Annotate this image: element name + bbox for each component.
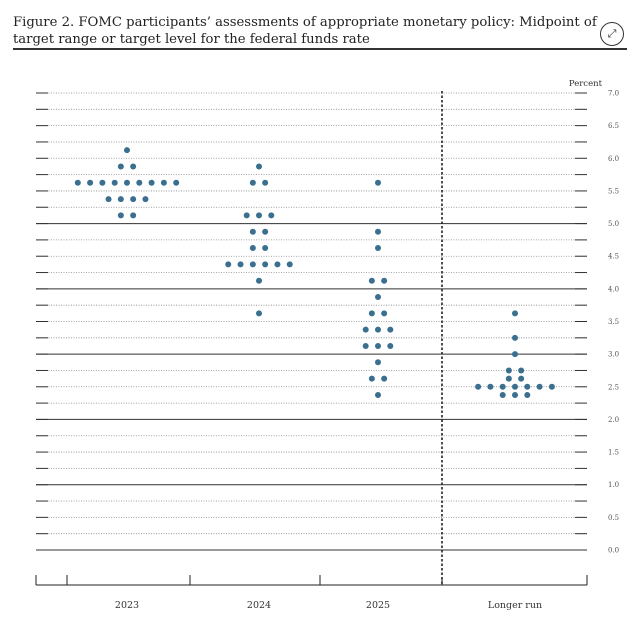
expand-arrows-icon[interactable]: ⤢ xyxy=(600,22,624,46)
dot-2024 xyxy=(262,179,269,186)
dot-2023 xyxy=(142,196,149,203)
dot-2023 xyxy=(74,179,81,186)
dot-2024 xyxy=(268,212,275,219)
dot-2025 xyxy=(375,294,381,301)
y-tick-label: 4.5 xyxy=(608,253,619,261)
dot-2023 xyxy=(148,179,155,186)
dot-longer-run xyxy=(548,383,555,390)
dot-2023 xyxy=(124,179,130,186)
dot-2025 xyxy=(375,228,381,235)
dot-2024 xyxy=(249,245,256,252)
y-tick-label: 3.0 xyxy=(608,351,619,359)
y-tick-label: 4.0 xyxy=(608,285,619,293)
dot-2023 xyxy=(105,196,112,203)
dot-2024 xyxy=(286,261,293,268)
dot-2025 xyxy=(368,277,375,284)
dot-longer-run xyxy=(505,367,512,374)
dot-longer-run xyxy=(512,351,518,358)
dot-2023 xyxy=(99,179,106,186)
y-tick-label: 6.5 xyxy=(608,122,619,130)
dot-2025 xyxy=(375,359,381,366)
dot-2025 xyxy=(368,310,375,317)
y-tick-label: 5.5 xyxy=(608,187,619,195)
dot-longer-run xyxy=(512,383,518,390)
dot-longer-run xyxy=(499,391,506,398)
dot-longer-run xyxy=(512,334,518,341)
y-tick-label: 1.0 xyxy=(608,481,619,489)
dot-2023 xyxy=(117,196,124,203)
dot-2023 xyxy=(136,179,143,186)
dot-2024 xyxy=(262,245,269,252)
dot-2023 xyxy=(130,196,137,203)
dot-2025 xyxy=(387,326,394,333)
y-tick-label: 2.0 xyxy=(608,416,619,424)
y-tick-label: 2.5 xyxy=(608,383,619,391)
x-category-label: 2024 xyxy=(247,600,271,611)
dot-2025 xyxy=(387,342,394,349)
dot-2025 xyxy=(375,391,381,398)
dot-2024 xyxy=(243,212,250,219)
dot-2024 xyxy=(262,261,269,268)
y-tick-label: 0.5 xyxy=(608,514,619,522)
dot-longer-run xyxy=(505,375,512,382)
dot-2025 xyxy=(375,179,381,186)
dot-2023 xyxy=(130,163,137,170)
y-tick-label: 6.0 xyxy=(608,155,619,163)
y-tick-label: 0.0 xyxy=(608,547,619,555)
dot-2023 xyxy=(87,179,94,186)
dot-2024 xyxy=(225,261,232,268)
dot-2025 xyxy=(375,245,381,252)
dot-2024 xyxy=(237,261,244,268)
dot-longer-run xyxy=(487,383,494,390)
dot-2024 xyxy=(262,228,269,235)
dot-2025 xyxy=(381,375,388,382)
dot-2023 xyxy=(130,212,137,219)
dot-longer-run xyxy=(512,391,518,398)
dot-longer-run xyxy=(499,383,506,390)
dot-2023 xyxy=(111,179,118,186)
dot-2025 xyxy=(375,342,381,349)
dot-2023 xyxy=(173,179,180,186)
dot-2025 xyxy=(375,326,381,333)
dot-longer-run xyxy=(512,310,518,317)
dot-2024 xyxy=(256,163,262,170)
dot-2025 xyxy=(381,310,388,317)
dot-longer-run xyxy=(518,375,525,382)
dot-2024 xyxy=(274,261,281,268)
x-category-label: 2025 xyxy=(366,600,390,611)
y-tick-label: 7.0 xyxy=(608,90,619,98)
y-tick-label: 5.0 xyxy=(608,220,619,228)
dot-2025 xyxy=(381,277,388,284)
dot-2024 xyxy=(256,212,262,219)
dot-2023 xyxy=(124,147,130,154)
y-tick-label: 3.5 xyxy=(608,318,619,326)
dot-2024 xyxy=(256,277,262,284)
dot-2024 xyxy=(256,310,262,317)
dot-2024 xyxy=(249,261,256,268)
figure-title: Figure 2. FOMC participants’ assessments… xyxy=(13,15,597,47)
dot-longer-run xyxy=(475,383,482,390)
dot-2024 xyxy=(249,228,256,235)
dot-longer-run xyxy=(524,383,531,390)
x-category-label: 2023 xyxy=(115,600,139,611)
dot-2023 xyxy=(117,163,124,170)
dot-longer-run xyxy=(536,383,543,390)
dot-2023 xyxy=(160,179,167,186)
dot-2023 xyxy=(117,212,124,219)
title-rule xyxy=(13,48,627,50)
dot-2025 xyxy=(368,375,375,382)
dot-longer-run xyxy=(518,367,525,374)
dot-2024 xyxy=(249,179,256,186)
y-axis-label: Percent xyxy=(569,79,603,89)
dot-longer-run xyxy=(524,391,531,398)
dot-2025 xyxy=(362,342,369,349)
dot-2025 xyxy=(362,326,369,333)
y-tick-label: 1.5 xyxy=(608,449,619,457)
x-category-label: Longer run xyxy=(488,600,542,611)
